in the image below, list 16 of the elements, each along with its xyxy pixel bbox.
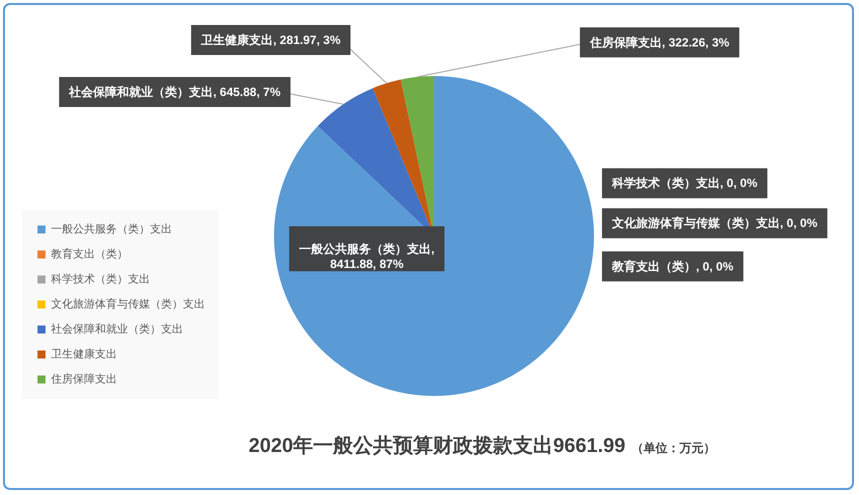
legend-label: 文化旅游体育与传媒（类）支出 — [51, 298, 205, 310]
legend-label: 住房保障支出 — [51, 372, 117, 386]
legend-label: 教育支出（类） — [51, 248, 128, 260]
data-label: 住房保障支出, 322.26, 3% — [588, 35, 730, 50]
text: 2020年一般公共预算财政拨款支出9661.99 — [248, 435, 626, 457]
legend-label: 科学技术（类）支出 — [51, 272, 150, 286]
legend-label: 一般公共服务（类）支出 — [51, 222, 172, 236]
text: 文化旅游体育与传媒（类）支出, 0, 0% — [612, 216, 818, 230]
text: 教育支出（类）, 0, 0% — [612, 259, 734, 274]
legend-label: 卫生健康支出 — [51, 348, 117, 360]
legend-label: 社会保障和就业（类）支出 — [51, 322, 183, 336]
data-label: 社会保障和就业（类）支出, 645.88, 7% — [68, 85, 281, 99]
data-label: 一般公共服务（类）支出, 8411.88, 87% — [299, 242, 434, 271]
text: 科学技术（类）支出, 0, 0% — [612, 176, 758, 190]
text: （单位：万元） — [631, 441, 716, 455]
data-label: 卫生健康支出, 281.97, 3% — [200, 33, 341, 47]
